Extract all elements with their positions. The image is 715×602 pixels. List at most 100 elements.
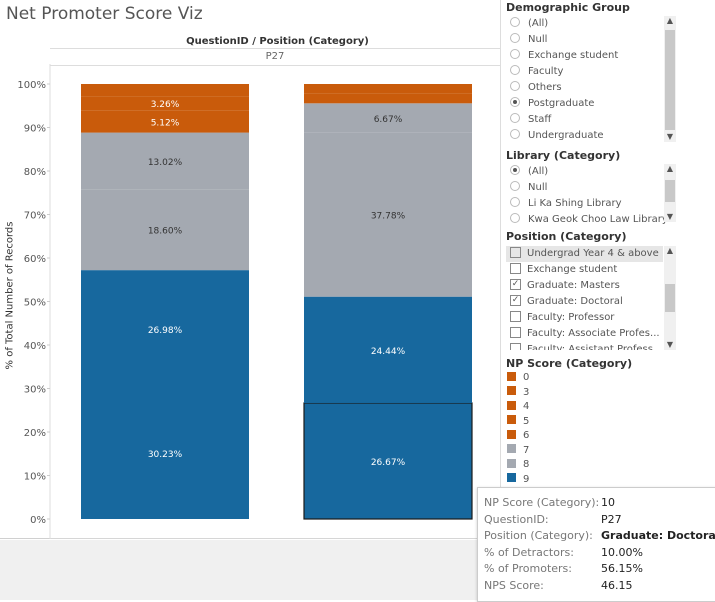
demographic-option[interactable]: Faculty: [510, 64, 563, 80]
y-tick-label: 50%: [24, 298, 46, 309]
demographic-option[interactable]: Exchange student: [510, 48, 618, 64]
position-row-highlight: [506, 246, 663, 262]
radio-icon[interactable]: [510, 129, 520, 139]
legend-item[interactable]: 7: [507, 444, 529, 458]
y-tick-label: 40%: [24, 341, 46, 352]
scroll-up-icon[interactable]: ▲: [666, 246, 674, 255]
checkbox-icon[interactable]: [510, 310, 521, 322]
demographic-option-label: Postgraduate: [528, 98, 595, 109]
checked-box-icon[interactable]: ✓: [510, 278, 521, 290]
radio-icon[interactable]: [510, 113, 520, 123]
legend-label: 8: [523, 459, 530, 470]
position-option[interactable]: ✓ Graduate: Doctoral: [510, 294, 623, 310]
demographic-option[interactable]: Staff: [510, 112, 551, 128]
position-option[interactable]: Undergrad Year 4 & above: [510, 246, 659, 262]
legend-title: NP Score (Category): [506, 357, 633, 370]
radio-icon[interactable]: [510, 213, 520, 223]
scroll-up-icon[interactable]: ▲: [666, 16, 674, 25]
library-option[interactable]: (All): [510, 164, 548, 180]
scroll-down-icon[interactable]: ▼: [666, 340, 674, 349]
tooltip-value: Graduate: Doctoral: [601, 529, 715, 542]
radio-icon[interactable]: [510, 197, 520, 207]
bar-segment: [304, 132, 472, 297]
legend-swatch: [507, 400, 516, 410]
position-scrollbar[interactable]: ▲ ▼: [664, 246, 676, 350]
y-tick-label: 90%: [24, 124, 46, 135]
demographic-option-label: Others: [528, 82, 562, 93]
legend-label: 5: [523, 415, 530, 427]
legend-label: 3: [523, 386, 530, 398]
demographic-option[interactable]: (All): [510, 16, 548, 32]
data-label: 6.67%: [374, 115, 403, 125]
legend-item[interactable]: 4: [507, 400, 529, 414]
y-tick-label: 10%: [24, 472, 46, 483]
tooltip-key: % of Detractors:: [484, 545, 574, 559]
radio-icon[interactable]: [510, 97, 520, 107]
library-scrollbar[interactable]: ▲ ▼: [664, 164, 676, 222]
library-option[interactable]: Kwa Geok Choo Law Library: [510, 212, 668, 228]
position-option-label: Faculty: Professor: [527, 312, 615, 323]
legend-item[interactable]: 5: [507, 415, 529, 429]
checked-box-icon[interactable]: ✓: [510, 294, 521, 306]
data-label: 24.44%: [371, 347, 406, 357]
tooltip-value: P27: [601, 512, 622, 526]
scroll-down-icon[interactable]: ▼: [666, 132, 674, 141]
radio-icon[interactable]: [510, 17, 520, 27]
radio-icon[interactable]: [510, 49, 520, 59]
data-label: 5.12%: [151, 118, 180, 128]
checkbox-icon[interactable]: [510, 326, 521, 338]
position-option-label: Graduate: Masters: [527, 280, 620, 291]
radio-icon[interactable]: [510, 81, 520, 91]
scroll-down-icon[interactable]: ▼: [666, 212, 674, 221]
radio-icon[interactable]: [510, 181, 520, 191]
y-tick-label: 80%: [24, 167, 46, 178]
bar-segment: [304, 103, 472, 133]
demographic-option[interactable]: Null: [510, 32, 547, 48]
tooltip-value: 56.15%: [601, 562, 643, 575]
demographic-option-label: (All): [528, 18, 549, 29]
radio-icon[interactable]: [510, 165, 520, 175]
position-option[interactable]: Faculty: Associate Profes...: [510, 326, 660, 342]
scroll-thumb[interactable]: [665, 284, 675, 312]
legend-label: 9: [523, 473, 530, 485]
radio-icon[interactable]: [510, 33, 520, 43]
legend-item[interactable]: 8: [507, 458, 529, 472]
y-tick-label: 100%: [17, 80, 46, 91]
scroll-up-icon[interactable]: ▲: [666, 164, 674, 173]
bar-segment: [81, 387, 249, 519]
position-option-label: Faculty: Assistant Profess...: [527, 344, 663, 350]
legend-item[interactable]: 0: [507, 371, 529, 385]
demographic-scrollbar[interactable]: ▲ ▼: [664, 16, 676, 142]
position-option-label: Graduate: Doctoral: [527, 296, 623, 307]
scroll-thumb[interactable]: [665, 180, 675, 202]
tooltip-key: NPS Score:: [484, 578, 544, 592]
tooltip-value: 10.00%: [601, 545, 643, 559]
data-label: 13.02%: [148, 158, 183, 168]
position-option[interactable]: Faculty: Assistant Profess...: [510, 342, 662, 350]
legend-swatch: [507, 429, 516, 439]
checkbox-icon[interactable]: [510, 246, 521, 258]
position-option[interactable]: ✓ Graduate: Masters: [510, 278, 620, 294]
tooltip-key: Position (Category):: [484, 529, 593, 542]
library-option-label: Kwa Geok Choo Law Library: [528, 214, 668, 225]
library-option[interactable]: Li Ka Shing Library: [510, 196, 622, 212]
tooltip-row: NP Score (Category): 10: [484, 494, 615, 511]
legend-item[interactable]: 9: [507, 473, 529, 487]
checkbox-icon[interactable]: [510, 342, 521, 350]
demographic-option[interactable]: Postgraduate: [510, 96, 594, 112]
bar-segment: [81, 189, 249, 271]
scroll-thumb[interactable]: [665, 30, 675, 130]
position-filter-title: Position (Category): [506, 230, 627, 243]
radio-icon[interactable]: [510, 65, 520, 75]
legend-item[interactable]: 6: [507, 429, 529, 443]
checkbox-icon[interactable]: [510, 262, 521, 274]
bar-segment: [304, 296, 472, 403]
legend-swatch: [507, 371, 516, 381]
position-option[interactable]: Exchange student: [510, 262, 617, 278]
tooltip-key: QuestionID:: [484, 512, 549, 526]
legend-item[interactable]: 3: [507, 386, 529, 400]
demographic-option[interactable]: Others: [510, 80, 562, 96]
position-option[interactable]: Faculty: Professor: [510, 310, 614, 326]
demographic-option[interactable]: Undergraduate: [510, 128, 604, 144]
library-option[interactable]: Null: [510, 180, 547, 196]
